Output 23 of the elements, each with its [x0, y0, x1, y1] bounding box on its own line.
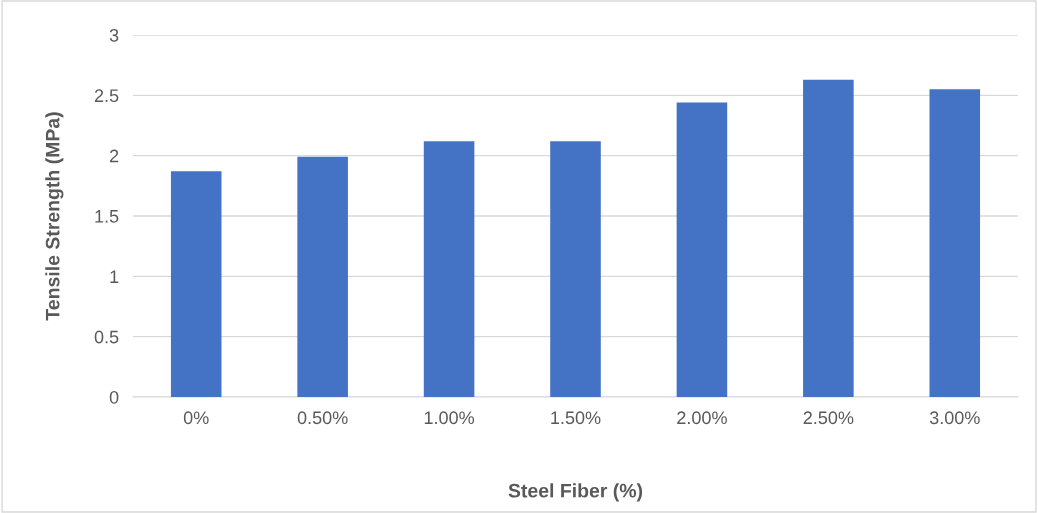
- y-tick-label: 3: [109, 28, 119, 42]
- x-tick-label: 3.00%: [929, 411, 980, 425]
- x-tick-label: 2.00%: [677, 411, 727, 425]
- bar: [423, 141, 475, 397]
- bar: [297, 156, 348, 397]
- y-axis-title: Tensile Strength (MPa): [45, 112, 64, 321]
- x-tick-label: 2.50%: [803, 411, 854, 425]
- bar: [676, 102, 728, 397]
- x-tick-label: 0.50%: [297, 411, 348, 425]
- y-tick-label: 1: [110, 270, 119, 283]
- x-tick-label: 1.00%: [424, 411, 475, 425]
- bar: [929, 89, 981, 397]
- y-tick-label: 0: [109, 390, 119, 404]
- x-tick-label: 0%: [183, 411, 209, 425]
- bar: [803, 79, 854, 397]
- y-tick-label: 0.5: [94, 330, 119, 344]
- y-tick-label: 2.5: [94, 89, 119, 103]
- bar: [550, 141, 601, 397]
- y-tick-label: 2: [109, 149, 119, 163]
- bar: [170, 171, 222, 397]
- x-axis-title: Steel Fiber (%): [508, 483, 643, 502]
- y-tick-label: 1.5: [95, 210, 119, 223]
- x-tick-label: 1.50%: [551, 411, 601, 425]
